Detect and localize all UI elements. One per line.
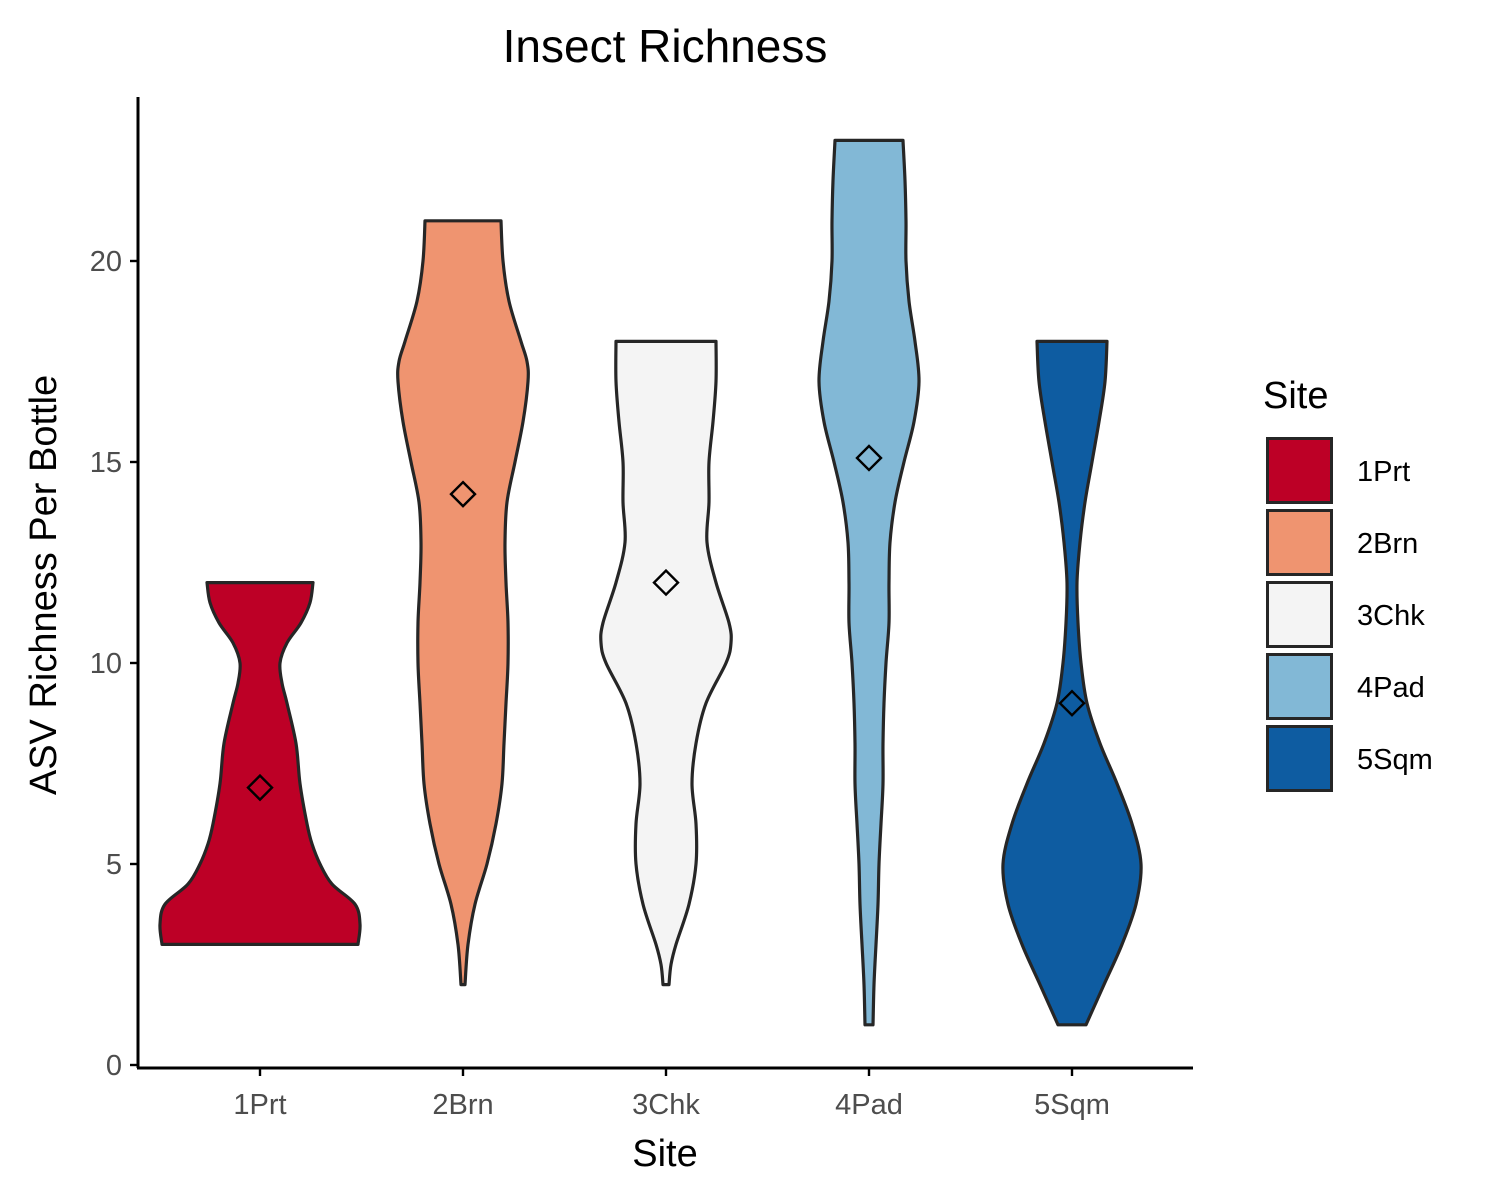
y-tick-label: 0 <box>106 1050 122 1082</box>
legend-swatch-2Brn <box>1266 509 1333 576</box>
legend-label-5Sqm: 5Sqm <box>1357 744 1433 776</box>
legend-label-4Pad: 4Pad <box>1357 672 1425 704</box>
violin-3Chk <box>599 339 733 987</box>
legend-label-3Chk: 3Chk <box>1357 600 1425 632</box>
mean-marker-layer <box>246 444 1086 802</box>
x-tick-label: 3Chk <box>632 1089 700 1121</box>
y-tick-label: 10 <box>90 648 122 680</box>
legend-swatch-1Prt <box>1266 437 1333 504</box>
mean-marker-5Sqm <box>1058 689 1086 717</box>
legend-label-1Prt: 1Prt <box>1357 456 1410 488</box>
y-tick-label: 20 <box>90 246 122 278</box>
x-tick-label: 1Prt <box>233 1089 286 1121</box>
mean-marker-1Prt <box>246 773 274 802</box>
x-tick-label: 4Pad <box>835 1089 903 1121</box>
legend-entries: 1Prt 2Brn 3Chk 4Pad 5Sqm <box>1266 437 1433 792</box>
mean-marker-3Chk <box>652 568 680 597</box>
violin-layer <box>158 138 1143 1027</box>
legend-swatch-5Sqm <box>1266 725 1333 792</box>
violin-2Brn <box>396 219 530 987</box>
legend-swatch-4Pad <box>1266 653 1333 720</box>
legend-swatch-3Chk <box>1266 581 1333 648</box>
violin-1Prt <box>158 581 362 946</box>
legend-title: Site <box>1263 375 1328 417</box>
y-tick-label: 5 <box>106 849 122 881</box>
x-tick-label: 2Brn <box>432 1089 493 1121</box>
x-axis-title: Site <box>632 1133 697 1175</box>
y-axis-title: ASV Richness Per Bottle <box>23 375 65 795</box>
y-axis-ticks: 0 5 10 15 20 <box>90 246 138 1082</box>
legend: Site 1Prt 2Brn 3Chk 4Pad 5Sqm <box>1263 375 1433 792</box>
chart-title: Insect Richness <box>503 20 828 72</box>
violin-4Pad <box>817 138 921 1027</box>
y-tick-label: 15 <box>90 447 122 479</box>
legend-label-2Brn: 2Brn <box>1357 528 1418 560</box>
violin-5Sqm <box>1001 339 1143 1027</box>
x-tick-label: 5Sqm <box>1034 1089 1110 1121</box>
mean-marker-2Brn <box>449 480 477 508</box>
mean-marker-4Pad <box>855 444 883 472</box>
x-axis-ticks: 1Prt 2Brn 3Chk 4Pad 5Sqm <box>233 1068 1110 1121</box>
